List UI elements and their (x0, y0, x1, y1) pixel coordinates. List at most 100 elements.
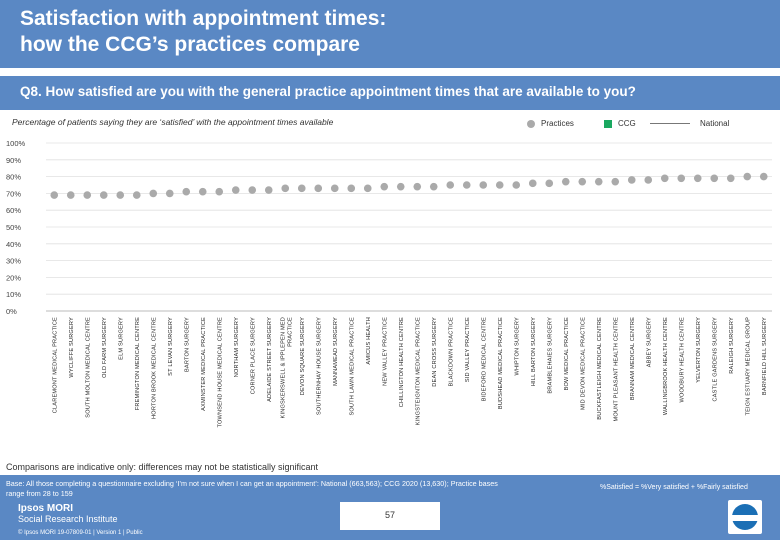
x-tick-label: SOUTHERNHAY HOUSE SURGERY (316, 317, 322, 415)
x-tick-label-line: WYCLIFFE SURGERY (69, 317, 75, 378)
page-number: 57 (384, 510, 395, 520)
x-tick-label-line: PRACTICE (287, 317, 293, 347)
x-tick-label-line: CLAREMONT MEDICAL PRACTICE (52, 317, 58, 413)
x-tick-label-line: ADELAIDE STREET SURGERY (267, 317, 273, 402)
practice-point (561, 177, 570, 186)
logo-line1: Ipsos MORI (18, 503, 74, 514)
x-tick-label: SID VALLEY PRACTICE (465, 317, 471, 382)
y-tick-label: 50% (6, 223, 21, 232)
x-tick-label-line: BUDSHEAD MEDICAL PRACTICE (498, 317, 504, 409)
legend-national-label: National (700, 119, 730, 128)
y-tick-label: 70% (6, 189, 21, 198)
practice-point (446, 181, 455, 189)
x-tick-label-line: OLD FARM SURGERY (102, 317, 108, 378)
practice-point (198, 187, 207, 196)
x-tick-label-line: ABBEY SURGERY (646, 317, 652, 367)
x-tick-label-line: WALLINGBROOK HEALTH CENTRE (663, 317, 669, 415)
x-tick-label-line: BOW MEDICAL PRACTICE (564, 317, 570, 390)
practice-point (83, 191, 92, 199)
practice-point (594, 177, 603, 186)
x-tick-label: SOUTH MOLTON MEDICAL CENTRE (85, 317, 91, 418)
practice-point (66, 191, 75, 199)
x-tick-label: CLAREMONT MEDICAL PRACTICE (52, 317, 58, 413)
x-tick-label-line: WOODBURY HEALTH CENTRE (679, 317, 685, 403)
x-tick-label: BOW MEDICAL PRACTICE (564, 317, 570, 390)
practice-point (660, 174, 669, 183)
title-band (0, 0, 780, 68)
practice-point (347, 184, 356, 193)
x-tick-label: BARTON SURGERY (184, 317, 190, 372)
x-tick-label-line: KINGSTEIGNTON MEDICAL PRACTICE (415, 317, 421, 425)
slide-title-line1: Satisfaction with appointment times: (20, 7, 387, 30)
practice-point (50, 191, 59, 199)
x-tick-label: OLD FARM SURGERY (102, 317, 108, 378)
legend-national: National (650, 119, 729, 128)
practice-point (363, 184, 372, 193)
logo-line2: Social Research Institute (18, 514, 118, 524)
x-tick-label-line: KINGSKERSWELL & IPPLEPEN MED (280, 317, 286, 418)
ipsos-badge-icon (728, 500, 762, 534)
x-tick-label-line: HORTON BROOK MEDICAL CENTRE (151, 317, 157, 419)
caveat-note: Comparisons are indicative only: differe… (6, 462, 318, 472)
practice-point (413, 182, 422, 191)
x-tick-label-line: ELM SURGERY (118, 317, 124, 360)
x-tick-label-line: MOUNT PLEASANT HEALTH CENTRE (613, 317, 619, 422)
x-tick-label-line: NEW VALLEY PRACTICE (382, 317, 388, 386)
x-tick-label: AXMINSTER MEDICAL PRACTICE (201, 317, 207, 411)
x-tick-label: FREMINGTON MEDICAL CENTRE (135, 317, 141, 410)
x-tick-label: DEAN CROSS SURGERY (432, 317, 438, 387)
practice-point (330, 184, 339, 193)
slide-title-line2: how the CCG’s practices compare (20, 33, 360, 56)
legend-practices-label: Practices (541, 119, 574, 128)
x-tick-label-line: FREMINGTON MEDICAL CENTRE (135, 317, 141, 410)
practice-point (743, 172, 752, 181)
practice-point (314, 184, 323, 193)
x-tick-label-line: CASTLE GARDENS SURGERY (712, 317, 718, 402)
x-tick-label-line: SOUTH LAWN MEDICAL PRACTICE (349, 317, 355, 416)
x-tick-label: KINGSKERSWELL & IPPLEPEN MEDPRACTICE (280, 317, 293, 419)
x-tick-label: NORTHAM SURGERY (234, 317, 240, 377)
practice-point (710, 174, 719, 183)
x-tick-label: KINGSTEIGNTON MEDICAL PRACTICE (415, 317, 421, 425)
practice-point (281, 184, 290, 193)
x-tick-label-line: HILL BARTON SURGERY (531, 317, 537, 386)
practice-point (693, 174, 702, 183)
question-text: Q8. How satisfied are you with the gener… (20, 84, 636, 99)
practice-point (528, 179, 537, 188)
x-tick-label-line: YELVERTON SURGERY (696, 317, 702, 383)
slide-title: Satisfaction with appointment times: how… (20, 6, 540, 58)
x-tick-label: CHILLINGTON HEALTH CENTRE (399, 317, 405, 407)
x-tick-label: WYCLIFFE SURGERY (69, 317, 75, 378)
x-tick-label-line: NORTHAM SURGERY (234, 317, 240, 377)
legend-ccg: CCG (604, 119, 636, 128)
base-note: Base: All those completing a questionnai… (6, 479, 498, 498)
x-tick-label: HORTON BROOK MEDICAL CENTRE (151, 317, 157, 419)
x-tick-label: BUDSHEAD MEDICAL PRACTICE (498, 317, 504, 409)
x-tick-label-line: BARTON SURGERY (184, 317, 190, 372)
x-tick-label-line: BLACKDOWN PRACTICE (448, 317, 454, 387)
x-tick-label: MOUNT PLEASANT HEALTH CENTRE (613, 317, 619, 422)
x-tick-label: BIDEFORD MEDICAL CENTRE (481, 317, 487, 401)
x-tick-label: CASTLE GARDENS SURGERY (712, 317, 718, 402)
practice-point (132, 191, 141, 199)
practice-point (578, 177, 587, 186)
x-tick-label-line: BRAMBLEHAIES SURGERY (547, 317, 553, 394)
x-tick-label-line: AMICUS HEALTH (366, 317, 372, 365)
practice-point (462, 181, 471, 189)
page-number-box (340, 502, 440, 530)
legend-ccg-marker (604, 119, 612, 128)
x-tick-label-line: RALEIGH SURGERY (729, 317, 735, 374)
y-tick-label: 10% (6, 290, 21, 299)
practice-point (215, 187, 224, 196)
y-tick-label: 90% (6, 156, 21, 165)
y-tick-label: 100% (6, 139, 26, 148)
y-tick-label: 60% (6, 206, 21, 215)
x-tick-label: ELM SURGERY (118, 317, 124, 360)
practice-point (627, 176, 636, 184)
practice-point (297, 184, 306, 193)
x-tick-label-line: SOUTH MOLTON MEDICAL CENTRE (85, 317, 91, 418)
x-tick-label-line: BRANNAM MEDICAL CENTRE (630, 317, 636, 400)
practice-point (99, 191, 108, 199)
x-tick-label-line: TEIGN ESTUARY MEDICAL GROUP (745, 317, 751, 416)
y-tick-label: 40% (6, 240, 21, 249)
